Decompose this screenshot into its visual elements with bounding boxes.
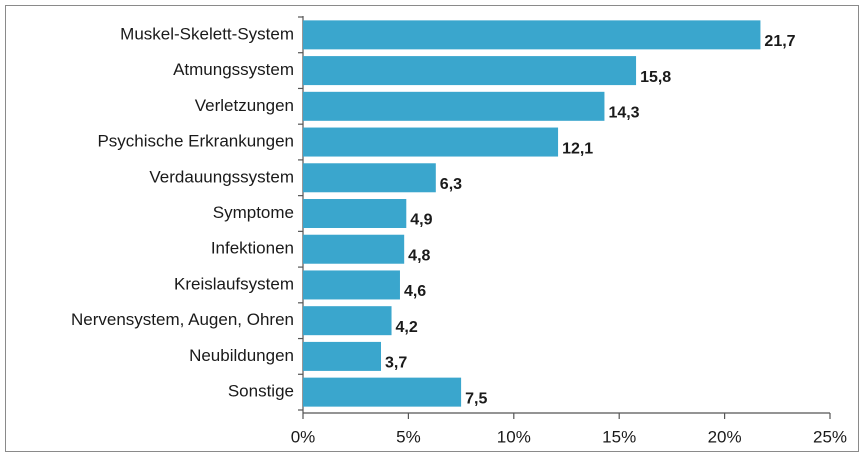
y-tick-label: Sonstige (228, 382, 294, 401)
y-tick-label: Neubildungen (189, 346, 294, 365)
bar (303, 91, 605, 121)
y-tick-label: Symptome (213, 203, 294, 222)
value-label: 21,7 (764, 33, 795, 50)
x-tick-label: 0% (291, 427, 316, 446)
x-tick-label: 10% (497, 427, 531, 446)
x-tick-label: 15% (602, 427, 636, 446)
bar (303, 20, 761, 50)
x-tick-label: 20% (708, 427, 742, 446)
value-label: 15,8 (640, 69, 671, 86)
y-tick-label: Verletzungen (195, 96, 294, 115)
y-tick-label: Verdauungssystem (149, 167, 294, 186)
bar (303, 341, 381, 371)
value-label: 3,7 (385, 355, 407, 372)
bar (303, 234, 405, 264)
y-tick-label: Kreislaufsystem (174, 274, 294, 293)
bar (303, 56, 637, 86)
bar (303, 377, 462, 407)
value-label: 12,1 (562, 140, 593, 157)
x-tick-label: 5% (396, 427, 421, 446)
y-tick-label: Psychische Erkrankungen (97, 132, 294, 151)
value-label: 4,8 (408, 247, 430, 264)
y-tick-label: Atmungssystem (173, 60, 294, 79)
bar (303, 270, 400, 300)
bar (303, 127, 559, 157)
value-label: 7,5 (465, 390, 487, 407)
value-label: 14,3 (608, 105, 639, 122)
y-tick-label: Muskel-Skelett-System (120, 24, 294, 43)
x-tick-label: 25% (813, 427, 847, 446)
value-label: 6,3 (440, 176, 462, 193)
value-label: 4,6 (404, 283, 426, 300)
bar (303, 306, 392, 336)
bar (303, 163, 436, 193)
y-tick-label: Nervensystem, Augen, Ohren (71, 310, 294, 329)
value-label: 4,2 (396, 319, 418, 336)
value-label: 4,9 (410, 212, 432, 229)
bar (303, 199, 407, 228)
y-tick-label: Infektionen (211, 239, 294, 258)
frame (5, 5, 859, 452)
